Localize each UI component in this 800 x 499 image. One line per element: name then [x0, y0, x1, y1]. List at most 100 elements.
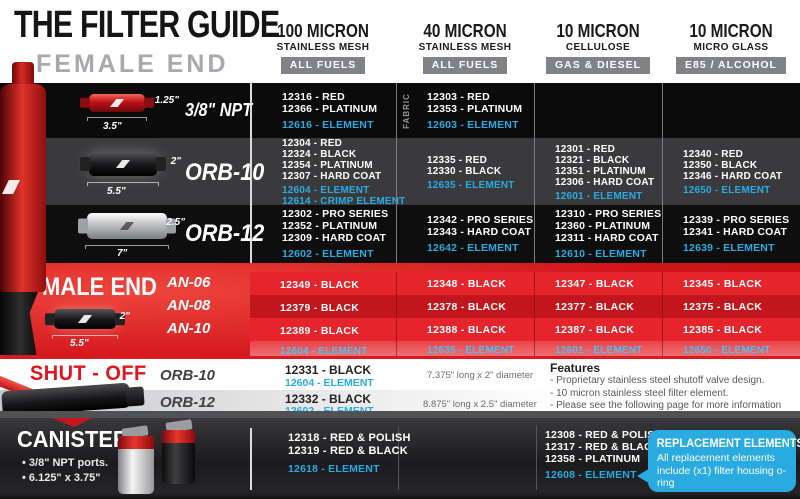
npt-filter-photo: 1.25" 3.5" — [73, 83, 185, 138]
valve-lever-tip-graphic — [52, 418, 92, 427]
column-title: 40 MICRON — [423, 21, 507, 41]
part-number: 12347 - BLACK — [555, 277, 635, 290]
shutoff-orb12-label: ORB-12 — [160, 394, 216, 411]
orb10-filter-photo: 2" 5.5" — [73, 138, 185, 207]
male-end-title: MALE END — [42, 273, 157, 301]
height-dimension: 1.25" — [154, 95, 179, 106]
column-subtitle: CELLULOSE — [565, 42, 631, 53]
part-number: 12388 - BLACK — [427, 323, 507, 336]
part-number: 12387 - BLACK — [555, 323, 635, 336]
length-dimension: 3.5" — [103, 121, 122, 132]
port-label: 3/8" NPT — [185, 100, 253, 120]
height-dimension: 2" — [119, 311, 130, 322]
element-number-list: 12642 - ELEMENT — [427, 242, 519, 254]
dimension-bracket — [52, 335, 118, 339]
length-dimension: 5.5" — [107, 186, 126, 197]
shut-off-title: SHUT - OFF — [30, 362, 147, 385]
element-number-list: 12603 - ELEMENT — [427, 118, 519, 131]
fuel-type-badge: ALL FUELS — [280, 57, 366, 74]
part-number: 12348 - BLACK — [427, 277, 507, 290]
column-header-10-micron-cellulose: 10 MICRON CELLULOSE GAS & DIESEL — [534, 22, 662, 74]
length-dimension: 7" — [117, 248, 128, 259]
shut-off-section: SHUT - OFF ORB-10 ORB-12 12331 - BLACK 1… — [0, 356, 800, 419]
canister-specs-list: • 3/8" NPT ports. • 6.125" x 3.75" — [22, 457, 109, 484]
column-header-40-micron: 40 MICRON STAINLESS MESH ALL FUELS — [396, 22, 534, 74]
element-number-list: 12610 - ELEMENT — [555, 248, 647, 260]
canister-section: CANISTER • 3/8" NPT ports. • 6.125" x 3.7… — [0, 418, 800, 499]
column-divider — [398, 426, 399, 490]
callout-title: REPLACEMENT ELEMENTS — [656, 438, 800, 450]
parts-cell: 12310 - PRO SERIES 12360 - PLATINUM 12311 … — [534, 205, 662, 263]
column-subtitle: MICRO GLASS — [693, 42, 769, 53]
column-title: 10 MICRON — [556, 21, 640, 41]
features-block: Features - Proprietary stainless steel s… — [550, 361, 781, 413]
element-number-list: 12618 - ELEMENT — [288, 463, 380, 475]
parts-cell: 12335 - RED 12330 - BLACK 12635 - ELEMENT — [396, 138, 534, 207]
fuel-type-badge: ALL FUELS — [422, 57, 508, 74]
shutoff-orb10-label: ORB-10 — [160, 367, 216, 384]
parts-cell-empty — [534, 83, 662, 138]
big-red-filter-photo — [0, 62, 52, 292]
part-number: 12345 - BLACK — [683, 277, 763, 290]
column-title: 100 MICRON — [277, 21, 369, 41]
element-number: 12635 - ELEMENT — [427, 344, 515, 356]
part-number-list: 12316 - RED 12366 - PLATINUM — [282, 90, 378, 115]
element-number-list: 12601 - ELEMENT — [555, 190, 643, 202]
black-inline-filter-graphic — [89, 152, 157, 176]
column-header-10-micron-micro-glass: 10 MICRON MICRO GLASS E85 / ALCOHOL — [662, 22, 800, 74]
male-element-row: 12604 - ELEMENT 12635 - ELEMENT 12601 - … — [250, 341, 800, 359]
part-number: 12389 - BLACK — [280, 324, 360, 337]
part-number: 12385 - BLACK — [683, 323, 763, 336]
column-divider — [250, 428, 252, 490]
part-number: 12379 - BLACK — [280, 301, 360, 314]
parts-cell: FABRIC 12303 - RED 12353 - PLATINUM 12603… — [396, 83, 534, 138]
part-number-list: 12335 - RED 12330 - BLACK — [427, 154, 502, 177]
replacement-elements-callout: REPLACEMENT ELEMENTS All replacement ele… — [637, 430, 800, 492]
male-end-section: MALE END AN-06 AN-08 AN-10 2" 5.5" 12349… — [0, 263, 800, 359]
part-number: 12349 - BLACK — [280, 278, 360, 291]
fabric-note: FABRIC — [402, 92, 411, 129]
canister-title: CANISTER — [17, 426, 129, 452]
aeromotive-logo-mark — [116, 160, 130, 168]
part-number-list: 12310 - PRO SERIES 12360 - PLATINUM 12311 … — [555, 208, 662, 244]
valve-cap-graphic — [125, 386, 145, 407]
part-number-list: 12303 - RED 12353 - PLATINUM — [427, 90, 523, 115]
element-number: 12604 - ELEMENT — [280, 346, 368, 357]
an06-row: 12349 - BLACK 12348 - BLACK 12347 - BLAC… — [250, 272, 800, 295]
parts-cell: 12308 - RED & POLISH 12317 - RED & BLACK 1… — [545, 429, 662, 481]
canister-photos — [118, 419, 208, 496]
callout-body: All replacement elements include (x1) fi… — [657, 452, 786, 489]
features-title: Features — [550, 361, 601, 375]
part-number-list: 12308 - RED & POLISH 12317 - RED & BLACK 1… — [545, 429, 663, 465]
parts-cell: 12340 - RED 12350 - BLACK 12346 - HARD COA… — [662, 138, 800, 207]
parts-cell: 12339 - PRO SERIES 12341 - HARD COAT 1263… — [662, 205, 800, 263]
row-label-cell: 1.25" 3.5" 3/8" NPT — [0, 83, 253, 138]
features-list: - Proprietary stainless steel shutoff va… — [550, 375, 782, 411]
dimension-bracket — [85, 245, 169, 249]
orb12-filter-photo: 2.5" 7" — [73, 205, 185, 263]
size-spec: 8.875" long x 2.5" diameter — [423, 399, 537, 410]
height-dimension: 2" — [170, 156, 181, 167]
silver-canister-graphic — [118, 425, 154, 494]
red-cap-graphic — [162, 430, 195, 443]
dimension-bracket — [87, 117, 147, 121]
parts-cell: 12302 - PRO SERIES 12352 - PLATINUM 12309 … — [250, 205, 396, 263]
element-number-list: 12602 - ELEMENT — [282, 248, 374, 260]
table-row-orb10: 2" 5.5" ORB-10 12304 - RED 12324 - BLACK 1… — [0, 138, 800, 207]
dimension-bracket — [87, 182, 159, 186]
part-number-list: 12301 - RED 12321 - BLACK 12351 - PLATINUM… — [555, 143, 655, 188]
part-number-list: 12339 - PRO SERIES 12341 - HARD COAT — [683, 214, 790, 238]
table-row-npt: 1.25" 3.5" 3/8" NPT 12316 - RED 12366 - P… — [0, 83, 800, 138]
red-cap-graphic — [118, 436, 154, 449]
aeromotive-logo-mark — [120, 222, 134, 230]
parts-cell: 12304 - RED 12324 - BLACK 12354 - PLATINUM… — [250, 138, 405, 207]
part-number: 12332 - BLACK — [285, 392, 372, 406]
table-row-orb12: 2.5" 7" ORB-12 12302 - PRO SERIES 12352 -… — [0, 205, 800, 263]
parts-cell: 12318 - RED & POLISH 12319 - RED & BLACK … — [288, 432, 411, 475]
parts-cell: 12342 - PRO SERIES 12343 - HARD COAT 1264… — [396, 205, 534, 263]
column-title: 10 MICRON — [689, 21, 773, 41]
section-divider — [0, 411, 800, 418]
part-number-list: 12340 - RED 12350 - BLACK 12346 - HARD COA… — [683, 149, 783, 182]
element-number-list: 12616 - ELEMENT — [282, 118, 374, 131]
